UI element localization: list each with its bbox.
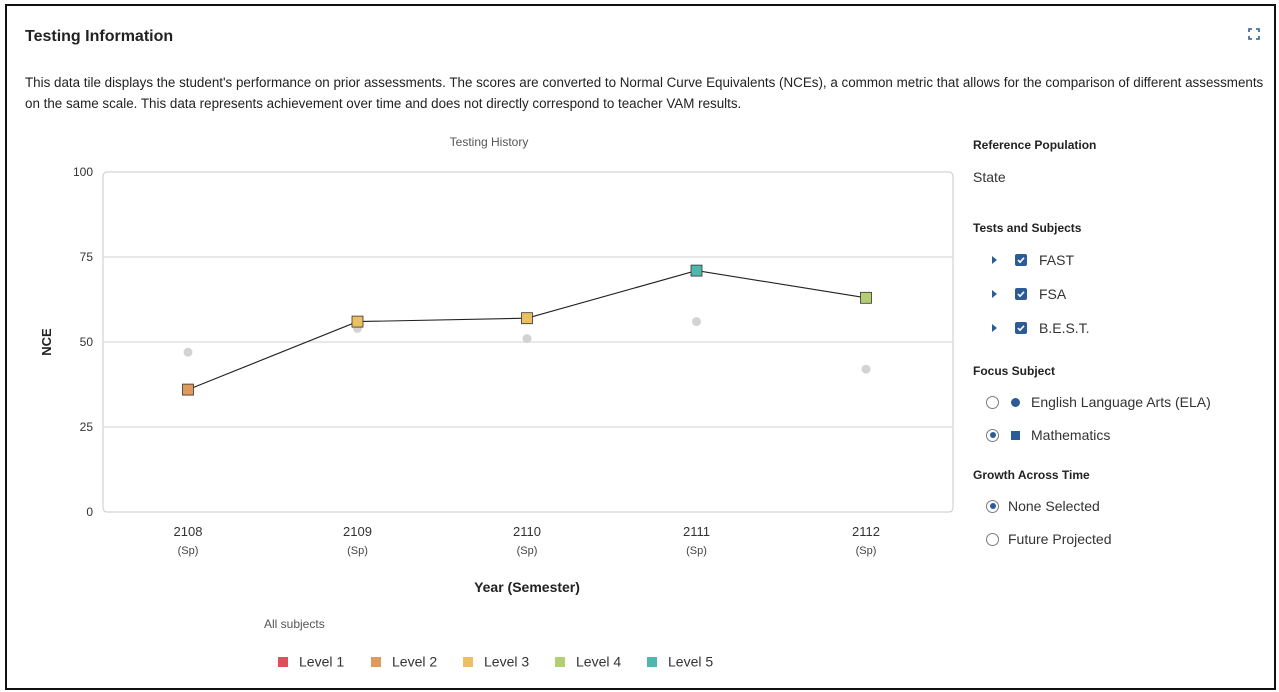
nce-point[interactable] xyxy=(351,315,364,328)
focus-option-label: Mathematics xyxy=(1031,427,1111,443)
test-item-fsa[interactable]: FSA xyxy=(973,284,1066,304)
radio-unselected-icon[interactable] xyxy=(986,532,999,546)
x-tick-term: (Sp) xyxy=(517,545,538,557)
testing-history-chart: Testing History 0 25 50 75 100 2108 (Sp) 2109 (… xyxy=(39,135,954,670)
nce-point[interactable] xyxy=(521,312,533,325)
focus-option-ela[interactable]: English Language Arts (ELA) xyxy=(973,392,1211,412)
growth-option-none[interactable]: None Selected xyxy=(973,496,1100,516)
nce-point[interactable] xyxy=(860,291,872,304)
x-axis-ticks: 2108 (Sp) 2109 (Sp) 2110 (Sp) 2111 (Sp) 2112 (Sp) xyxy=(174,524,880,557)
y-axis-label: NCE xyxy=(39,328,54,356)
test-item-fast[interactable]: FAST xyxy=(973,250,1074,270)
comparison-point xyxy=(692,317,701,327)
legend-label: Level 1 xyxy=(299,654,344,670)
x-axis-label: Year (Semester) xyxy=(474,579,580,595)
expand-caret-icon[interactable] xyxy=(992,256,997,264)
legend-label: Level 2 xyxy=(392,654,437,670)
comparison-point xyxy=(183,347,193,357)
reference-population-title: Reference Population xyxy=(973,138,1097,152)
focus-option-label: English Language Arts (ELA) xyxy=(1031,394,1211,410)
test-item-label: FSA xyxy=(1039,286,1067,302)
legend-label: Level 5 xyxy=(668,654,713,670)
y-tick-label: 75 xyxy=(80,250,94,264)
legend-swatch xyxy=(555,657,565,667)
y-tick-label: 0 xyxy=(86,505,93,519)
legend-swatch xyxy=(647,657,657,667)
x-tick-year: 2108 xyxy=(174,524,203,539)
chart-series xyxy=(182,264,872,396)
tile-description: This data tile displays the student's pe… xyxy=(25,75,1264,111)
x-tick-term: (Sp) xyxy=(856,545,877,557)
y-tick-label: 25 xyxy=(80,420,94,434)
x-tick-year: 2110 xyxy=(513,524,541,539)
tests-subjects-title: Tests and Subjects xyxy=(973,221,1082,235)
y-tick-label: 50 xyxy=(80,335,94,349)
legend-label: Level 4 xyxy=(576,654,621,670)
expand-icon[interactable] xyxy=(1248,28,1260,40)
legend-swatch xyxy=(278,657,288,667)
checkbox-checked-icon[interactable] xyxy=(1015,254,1027,266)
x-tick-year: 2112 xyxy=(852,524,880,539)
legend-title: All subjects xyxy=(264,617,325,631)
nce-point[interactable] xyxy=(690,264,703,277)
reference-population-value: State xyxy=(973,169,1006,185)
radio-selected-icon[interactable] xyxy=(986,499,999,513)
expand-caret-icon[interactable] xyxy=(992,290,997,298)
x-tick-year: 2109 xyxy=(343,524,372,539)
legend-label: Level 3 xyxy=(484,654,529,670)
chart-legend: Level 1 Level 2 Level 3 Level 4 Level 5 xyxy=(278,654,713,670)
chart-title: Testing History xyxy=(450,135,529,149)
test-item-label: B.E.S.T. xyxy=(1039,320,1090,336)
growth-option-label: Future Projected xyxy=(1008,531,1112,547)
comparison-point xyxy=(522,334,532,344)
growth-across-time-title: Growth Across Time xyxy=(973,468,1090,482)
circle-marker-icon xyxy=(1011,397,1020,407)
growth-option-label: None Selected xyxy=(1008,498,1100,514)
legend-swatch xyxy=(463,657,473,667)
test-item-label: FAST xyxy=(1039,252,1075,268)
focus-subject-title: Focus Subject xyxy=(973,364,1056,378)
testing-information-tile: Testing Information This data tile displ… xyxy=(5,4,1276,690)
comparison-point xyxy=(861,364,871,374)
focus-option-math[interactable]: Mathematics xyxy=(973,425,1110,445)
radio-unselected-icon[interactable] xyxy=(986,395,999,409)
x-tick-term: (Sp) xyxy=(347,545,368,557)
x-tick-term: (Sp) xyxy=(686,545,707,557)
growth-option-future[interactable]: Future Projected xyxy=(973,529,1112,549)
y-axis-ticks: 0 25 50 75 100 xyxy=(73,165,93,519)
x-tick-term: (Sp) xyxy=(178,545,199,557)
expand-caret-icon[interactable] xyxy=(992,324,997,332)
nce-series-line xyxy=(187,270,867,391)
legend-swatch xyxy=(371,657,381,667)
square-marker-icon xyxy=(1011,430,1020,440)
checkbox-checked-icon[interactable] xyxy=(1015,322,1027,334)
nce-point[interactable] xyxy=(182,383,194,396)
radio-selected-icon[interactable] xyxy=(986,428,999,442)
y-tick-label: 100 xyxy=(73,165,93,179)
x-tick-year: 2111 xyxy=(683,524,710,539)
tile-title: Testing Information xyxy=(25,28,174,45)
checkbox-checked-icon[interactable] xyxy=(1015,288,1027,300)
test-item-best[interactable]: B.E.S.T. xyxy=(973,318,1090,338)
